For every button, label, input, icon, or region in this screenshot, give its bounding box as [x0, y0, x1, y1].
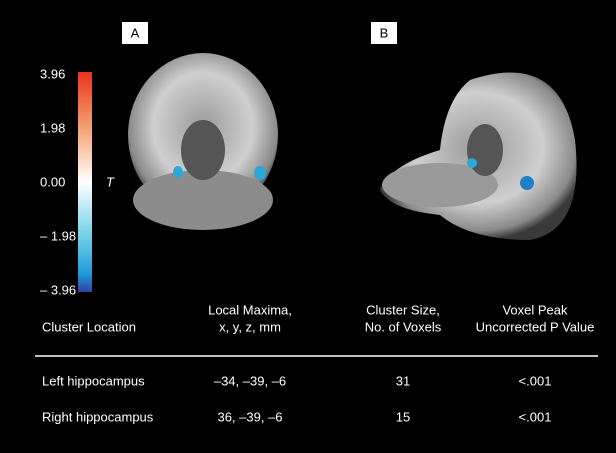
- table-header: Voxel Peak: [502, 302, 568, 317]
- table-cell: 15: [396, 409, 410, 424]
- panel-label: B: [380, 25, 389, 40]
- table-cell: 36, –39, –6: [217, 409, 282, 424]
- table-header: x, y, z, mm: [219, 319, 281, 334]
- table-cell: <.001: [519, 409, 552, 424]
- table-cell: 31: [396, 373, 410, 388]
- table-cell: Left hippocampus: [42, 373, 145, 388]
- colorbar-tick-label: – 3.96: [40, 282, 76, 297]
- colorbar-tick-label: 0.00: [40, 174, 65, 189]
- table-cell: Right hippocampus: [42, 409, 154, 424]
- colorbar-label: T: [106, 174, 115, 189]
- table-cell: <.001: [519, 373, 552, 388]
- panel-label: A: [131, 25, 140, 40]
- colorbar-tick-label: 3.96: [40, 66, 65, 81]
- colorbar-tick-label: – 1.98: [40, 228, 76, 243]
- table-header: Cluster Location: [42, 319, 136, 334]
- table-header: Uncorrected P Value: [476, 319, 595, 334]
- figure: A B 3.96 1.98 0.00 – 1.98 – 3.96 T Clust…: [0, 0, 616, 453]
- table-header: Cluster Size,: [366, 302, 440, 317]
- table-header: Local Maxima,: [208, 302, 292, 317]
- colorbar: [78, 72, 92, 292]
- table-cell: –34, –39, –6: [214, 373, 286, 388]
- colorbar-tick-label: 1.98: [40, 120, 65, 135]
- table-header: No. of Voxels: [365, 319, 442, 334]
- brain-image-a: [128, 53, 278, 230]
